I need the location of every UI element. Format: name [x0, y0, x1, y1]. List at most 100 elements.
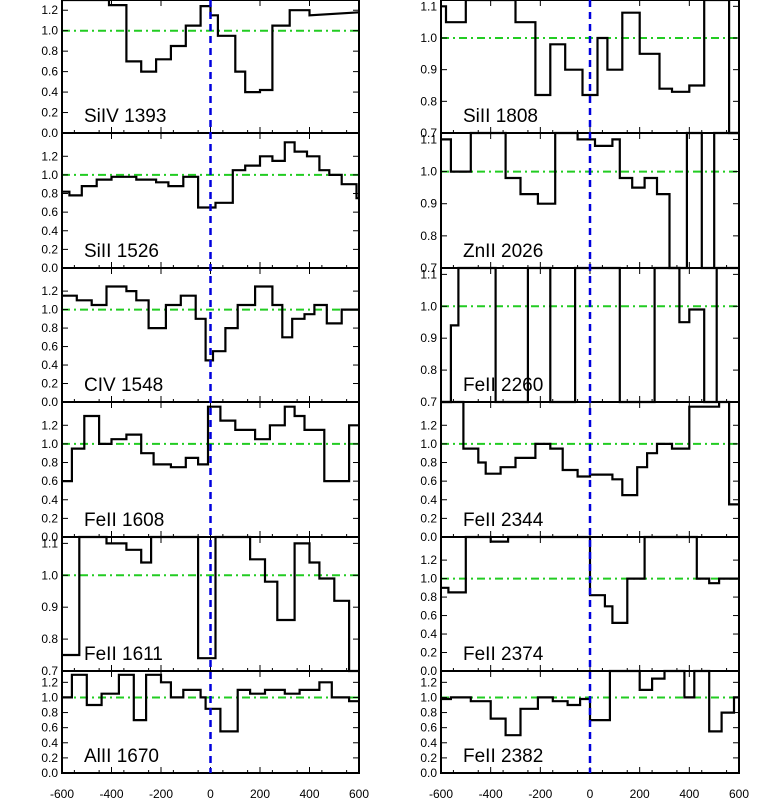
- panel-label: FeII 2374: [463, 644, 544, 665]
- y-tick-label: 0.6: [420, 609, 437, 623]
- y-tick-label: 1.0: [41, 168, 58, 182]
- y-tick-label: 0.8: [41, 632, 58, 646]
- y-tick-label: 0.0: [41, 126, 58, 140]
- y-tick-label: 1.0: [420, 299, 437, 313]
- y-tick-label: 1.0: [420, 690, 437, 704]
- y-tick-label: 0.8: [420, 94, 437, 108]
- y-tick-label: 0.7: [420, 261, 437, 275]
- y-tick-label: 1.1: [420, 132, 437, 146]
- y-tick-label: 0.8: [41, 321, 58, 335]
- x-tick-label: -600: [50, 787, 74, 801]
- y-tick-label: 0.2: [420, 751, 437, 765]
- y-tick-label: 0.7: [420, 395, 437, 409]
- y-tick-label: 0.8: [41, 456, 58, 470]
- panel-11: 0.00.20.40.60.8 1.01.2 FeII 2382: [420, 669, 740, 780]
- spectrum-series: [62, 0, 360, 94]
- panel-2: 0.0 0.2 0.4 0.6 0.8 1.0 1.2 CIV 1548: [41, 267, 360, 409]
- y-tick-label: 0.4: [420, 736, 437, 750]
- panel-8: 0.7 0.8 0.9 1.0 1.1 FeII 2260: [420, 266, 740, 409]
- y-tick-label: 0.4: [41, 85, 58, 99]
- spectrum-series: [441, 0, 739, 135]
- y-tick-label: 0.9: [41, 600, 58, 614]
- panel-label: SiII 1526: [84, 241, 159, 262]
- y-tick-label: 1.0: [41, 24, 58, 38]
- y-tick-label: 1.2: [41, 418, 58, 432]
- y-tick-label: 0.4: [41, 224, 58, 238]
- y-tick-label: 0.4: [41, 493, 58, 507]
- x-tick-label: 200: [250, 787, 270, 801]
- y-tick-label: 0.6: [41, 474, 58, 488]
- spectrum-series: [441, 400, 739, 506]
- y-tick-label: 0.9: [420, 331, 437, 345]
- y-tick-label: 0.8: [41, 187, 58, 201]
- y-tick-label: 0.2: [41, 511, 58, 525]
- y-tick-label: 0.4: [41, 736, 58, 750]
- y-tick-label: 1.2: [41, 675, 58, 689]
- spectrum-series: [441, 131, 739, 270]
- spectrum-series: [62, 141, 359, 209]
- y-tick-label: 0.8: [41, 706, 58, 720]
- y-tick-label: 0.6: [41, 65, 58, 79]
- y-tick-label: 0.8: [420, 363, 437, 377]
- y-tick-label: 1.1: [420, 0, 437, 13]
- panel-label: SiIV 1393: [84, 106, 166, 127]
- panel-10: 0.0 0.2 0.4 0.6 0.8 1.0 1.2 FeII 2374: [420, 535, 740, 678]
- panel-label: FeII 2382: [463, 746, 543, 767]
- x-tick-label: -600: [429, 787, 453, 801]
- y-tick-label: 0.9: [420, 197, 437, 211]
- spectrum-series: [62, 285, 359, 362]
- y-tick-label: 1.2: [41, 3, 58, 17]
- y-tick-label: 0.6: [41, 340, 58, 354]
- panel-label: AlII 1670: [84, 746, 159, 767]
- x-tick-label: 200: [630, 787, 650, 801]
- spectrum-series: [62, 405, 359, 483]
- x-tick-label: 400: [299, 787, 319, 801]
- y-tick-label: 0.4: [41, 358, 58, 372]
- panel-label: FeII 2260: [463, 375, 543, 396]
- y-tick-label: 0.6: [41, 721, 58, 735]
- y-tick-label: 0.7: [420, 126, 437, 140]
- panel-9: 0.0 0.2 0.4 0.6 0.8 1.0 1.2 FeII 2344: [420, 400, 740, 544]
- y-tick-label: 0.7: [41, 664, 58, 678]
- y-tick-label: 0.6: [420, 474, 437, 488]
- y-tick-label: 0.0: [41, 530, 58, 544]
- x-tick-label: 600: [349, 787, 369, 801]
- y-tick-label: 0.2: [41, 377, 58, 391]
- x-tick-label: -200: [149, 787, 173, 801]
- x-tick-label: 0: [587, 787, 594, 801]
- panel-label: FeII 1611: [84, 644, 163, 665]
- y-tick-label: 0.8: [420, 706, 437, 720]
- y-tick-label: 1.2: [420, 675, 437, 689]
- x-tick-label: -200: [528, 787, 552, 801]
- y-tick-label: 1.0: [41, 437, 58, 451]
- panel-5: 0.00.20.40.60.8 1.01.2 AlII 1670: [41, 670, 360, 780]
- y-tick-label: 0.0: [41, 766, 58, 780]
- y-tick-label: 1.2: [420, 553, 437, 567]
- x-tick-label: 400: [679, 787, 699, 801]
- y-tick-label: 1.0: [420, 31, 437, 45]
- spectrum-series: [62, 673, 359, 733]
- y-tick-label: 0.4: [420, 627, 437, 641]
- x-tick-label: 600: [729, 787, 749, 801]
- y-tick-label: 0.2: [41, 106, 58, 120]
- y-tick-label: 1.0: [420, 165, 437, 179]
- y-tick-label: 1.2: [420, 418, 437, 432]
- y-tick-label: 0.8: [420, 229, 437, 243]
- y-tick-label: 0.8: [420, 590, 437, 604]
- y-tick-label: 0.8: [420, 456, 437, 470]
- x-tick-label: -400: [99, 787, 123, 801]
- y-tick-label: 1.1: [41, 536, 58, 550]
- y-tick-label: 0.6: [41, 205, 58, 219]
- y-tick-label: 0.0: [420, 766, 437, 780]
- y-tick-label: 0.2: [41, 242, 58, 256]
- y-tick-label: 1.0: [420, 437, 437, 451]
- panel-label: ZnII 2026: [463, 241, 543, 262]
- y-tick-label: 0.6: [420, 721, 437, 735]
- x-tick-label: 0: [207, 787, 214, 801]
- panel-4: 0.7 0.8 0.9 1.0 1.1 FeII 1611: [41, 535, 360, 678]
- panel-label: CIV 1548: [84, 375, 163, 396]
- y-tick-label: 1.2: [41, 284, 58, 298]
- y-tick-label: 0.0: [41, 395, 58, 409]
